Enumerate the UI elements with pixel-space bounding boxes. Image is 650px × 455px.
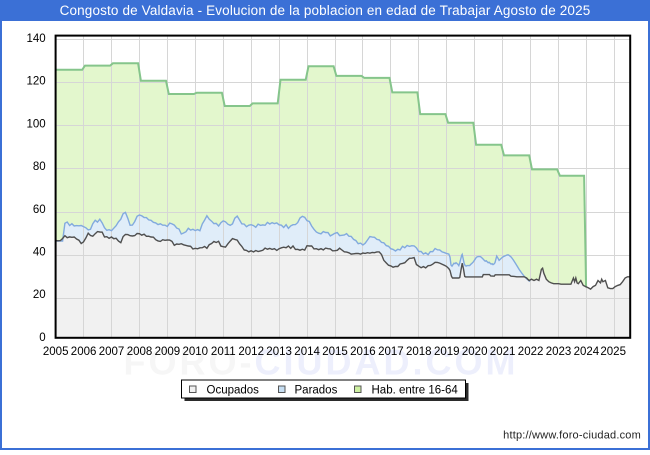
svg-text:Parados: Parados: [295, 385, 338, 397]
svg-text:2017: 2017: [378, 346, 404, 358]
svg-text:2018: 2018: [406, 346, 432, 358]
svg-text:2007: 2007: [99, 346, 125, 358]
svg-text:80: 80: [33, 161, 46, 173]
svg-text:2008: 2008: [127, 346, 153, 358]
svg-text:2013: 2013: [266, 346, 292, 358]
svg-text:2016: 2016: [350, 346, 376, 358]
svg-text:2019: 2019: [434, 346, 460, 358]
svg-text:2006: 2006: [71, 346, 97, 358]
svg-text:100: 100: [27, 118, 46, 130]
svg-text:2020: 2020: [462, 346, 488, 358]
svg-text:2014: 2014: [294, 346, 320, 358]
svg-text:2005: 2005: [43, 346, 69, 358]
svg-text:140: 140: [27, 33, 46, 45]
svg-text:20: 20: [33, 289, 46, 301]
svg-text:http://www.foro-ciudad.com: http://www.foro-ciudad.com: [503, 430, 641, 442]
svg-text:2011: 2011: [211, 346, 236, 358]
svg-text:60: 60: [33, 204, 46, 216]
svg-text:FORO-CIUDAD.COM: FORO-CIUDAD.COM: [124, 342, 519, 383]
svg-text:2012: 2012: [238, 346, 264, 358]
svg-text:2015: 2015: [322, 346, 348, 358]
svg-text:2010: 2010: [183, 346, 209, 358]
svg-text:Ocupados: Ocupados: [207, 385, 260, 397]
svg-text:Hab. entre 16-64: Hab. entre 16-64: [372, 385, 459, 397]
svg-text:2009: 2009: [155, 346, 181, 358]
svg-text:0: 0: [39, 332, 45, 344]
svg-text:120: 120: [27, 76, 46, 88]
svg-text:2024: 2024: [574, 346, 600, 358]
svg-text:2025: 2025: [600, 346, 626, 358]
svg-text:2023: 2023: [546, 346, 572, 358]
svg-text:Congosto de Valdavia - Evoluci: Congosto de Valdavia - Evolucion de la p…: [60, 3, 591, 18]
svg-text:40: 40: [33, 246, 46, 258]
svg-text:2021: 2021: [490, 346, 516, 358]
svg-text:2022: 2022: [518, 346, 544, 358]
